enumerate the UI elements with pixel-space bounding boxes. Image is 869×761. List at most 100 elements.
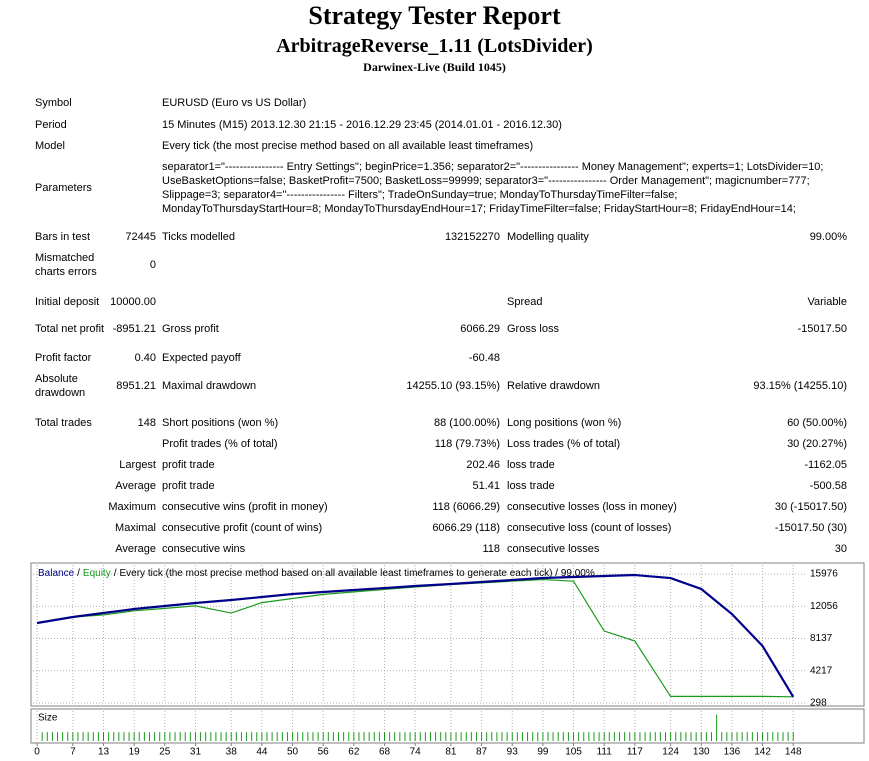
field-label: Gross profit (162, 323, 219, 335)
field-label: loss trade (507, 480, 555, 492)
x-tick-label: 81 (445, 747, 457, 758)
x-tick-label: 44 (256, 747, 268, 758)
x-tick-label: 93 (507, 747, 519, 758)
series-line (36, 573, 795, 698)
report-subtitle: ArbitrageReverse_1.11 (LotsDivider) (276, 35, 593, 57)
x-tick-label: 99 (537, 747, 549, 758)
parameter-line: separator1="---------------- Entry Setti… (162, 161, 824, 173)
field-label: Model (35, 140, 65, 152)
field-value: -8951.21 (112, 323, 156, 335)
field-value: 88 (100.00%) (433, 417, 500, 429)
field-value: Average (115, 480, 156, 492)
field-label: Parameters (35, 182, 92, 194)
field-value: Maximum (108, 501, 156, 513)
field-label: Profit factor (35, 352, 92, 364)
size-frame (30, 708, 865, 744)
field-value: 8951.21 (116, 380, 156, 392)
field-label: Maximal drawdown (162, 380, 257, 392)
field-label: Spread (507, 296, 543, 308)
field-value: Average (115, 543, 156, 555)
x-tick-label: 148 (785, 747, 802, 758)
y-tick-label: 15976 (810, 569, 838, 580)
field-value: 30 (834, 543, 847, 555)
field-value: 132152270 (444, 231, 500, 243)
field-value: 202.46 (466, 459, 500, 471)
field-label: consecutive wins (162, 543, 246, 555)
field-label: Expected payoff (162, 352, 241, 364)
field-label: EURUSD (Euro vs US Dollar) (162, 97, 307, 109)
x-tick-label: 13 (98, 747, 110, 758)
field-label: Profit trades (% of total) (162, 438, 278, 450)
field-value: 14255.10 (93.15%) (406, 380, 500, 392)
field-label: Ticks modelled (162, 231, 235, 243)
field-label: consecutive losses (507, 543, 600, 555)
x-tick-label: 124 (662, 747, 679, 758)
x-tick-label: 62 (348, 747, 360, 758)
field-value: 10000.00 (110, 296, 156, 308)
field-value: 148 (137, 417, 156, 429)
x-tick-label: 31 (190, 747, 202, 758)
chart-frame (30, 562, 865, 707)
field-label: profit trade (162, 480, 215, 492)
y-tick-label: 8137 (810, 633, 833, 644)
x-tick-label: 130 (693, 747, 710, 758)
field-value: 51.41 (472, 480, 500, 492)
x-tick-label: 105 (565, 747, 582, 758)
field-value: Variable (807, 296, 847, 308)
field-label: Symbol (35, 97, 72, 109)
field-label: Absolute drawdown (35, 373, 86, 399)
legend: Balance / Equity / Every tick (the most prec… (38, 568, 595, 579)
field-value: -60.48 (468, 352, 500, 364)
field-value: -500.58 (809, 480, 847, 492)
x-tick-label: 117 (627, 747, 643, 758)
field-value: 0.40 (134, 352, 156, 364)
field-label: consecutive profit (count of wins) (162, 522, 323, 534)
field-value: 72445 (125, 231, 156, 243)
field-value: Largest (119, 459, 156, 471)
field-label: Modelling quality (507, 231, 589, 243)
x-tick-label: 7 (70, 747, 76, 758)
field-value: 118 (482, 543, 500, 555)
x-tick-label: 87 (476, 747, 488, 758)
x-tick-label: 50 (287, 747, 299, 758)
field-value: 30 (-15017.50) (774, 501, 847, 513)
field-value: 93.15% (14255.10) (753, 380, 847, 392)
parameter-line: MondayToThursdayStartHour=8; MondayToThu… (162, 203, 796, 215)
field-label: Every tick (the most precise method base… (162, 140, 534, 152)
field-value: -15017.50 (30) (774, 522, 847, 534)
field-value: 118 (6066.29) (432, 501, 500, 513)
field-label: consecutive wins (profit in money) (162, 501, 328, 513)
field-label: Gross loss (507, 323, 559, 335)
field-value: -15017.50 (797, 323, 847, 335)
field-label: Short positions (won %) (162, 417, 279, 429)
field-value: 0 (149, 259, 156, 271)
field-label: consecutive losses (loss in money) (507, 501, 677, 513)
field-value: Maximal (115, 522, 156, 534)
parameter-line: UseBasketOptions=false; BasketProfit=750… (162, 175, 810, 187)
field-label: Total trades (35, 417, 92, 429)
x-tick-label: 74 (410, 747, 422, 758)
x-tick-label: 19 (129, 747, 141, 758)
field-value: 99.00% (809, 231, 847, 243)
field-value: 6066.29 (460, 323, 500, 335)
x-tick-label: 25 (159, 747, 171, 758)
report-build: Darwinex-Live (Build 1045) (363, 60, 506, 74)
field-value: 118 (79.73%) (434, 438, 500, 450)
x-tick-label: 142 (754, 747, 771, 758)
field-label: consecutive loss (count of losses) (507, 522, 672, 534)
field-label: Bars in test (35, 231, 91, 243)
y-tick-label: 12056 (810, 601, 838, 612)
field-value: 60 (50.00%) (787, 417, 847, 429)
field-value: -1162.05 (804, 459, 847, 471)
y-tick-label: 298 (810, 698, 827, 709)
x-tick-label: 38 (226, 747, 238, 758)
x-tick-label: 68 (379, 747, 391, 758)
y-tick-label: 4217 (810, 665, 833, 676)
field-label: Total net profit (35, 323, 105, 335)
x-tick-label: 136 (724, 747, 741, 758)
field-value: 6066.29 (118) (432, 522, 500, 534)
x-tick-label: 111 (597, 747, 613, 758)
legend-separator: / (114, 568, 117, 579)
parameter-line: Slippage=3; separator4="----------------… (162, 189, 678, 201)
